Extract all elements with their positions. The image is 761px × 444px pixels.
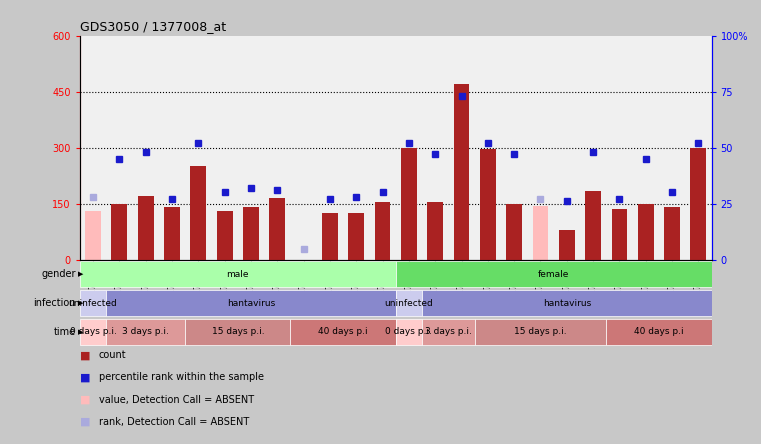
Text: 15 days p.i.: 15 days p.i. xyxy=(212,327,264,337)
Text: 40 days p.i: 40 days p.i xyxy=(634,327,683,337)
Bar xyxy=(107,319,185,345)
Bar xyxy=(428,202,443,260)
Bar xyxy=(480,150,495,260)
Text: uninfected: uninfected xyxy=(384,298,433,308)
Bar xyxy=(80,319,107,345)
Text: 15 days p.i.: 15 days p.i. xyxy=(514,327,567,337)
Text: male: male xyxy=(227,270,249,279)
Text: ■: ■ xyxy=(80,395,91,404)
Text: hantavirus: hantavirus xyxy=(227,298,275,308)
Bar xyxy=(475,319,607,345)
Bar xyxy=(85,211,101,260)
Bar xyxy=(396,290,422,316)
Text: hantavirus: hantavirus xyxy=(543,298,591,308)
Bar xyxy=(190,166,206,260)
Bar xyxy=(585,190,601,260)
Text: GDS3050 / 1377008_at: GDS3050 / 1377008_at xyxy=(80,20,226,33)
Bar xyxy=(396,261,712,287)
Bar xyxy=(217,211,233,260)
Bar xyxy=(454,84,470,260)
Text: ■: ■ xyxy=(80,417,91,427)
Bar xyxy=(322,213,338,260)
Bar xyxy=(243,207,259,260)
Bar xyxy=(164,207,180,260)
Bar xyxy=(80,261,396,287)
Bar xyxy=(559,230,575,260)
Text: female: female xyxy=(538,270,569,279)
Bar xyxy=(638,204,654,260)
Bar xyxy=(401,147,417,260)
Text: time: time xyxy=(54,327,76,337)
Bar xyxy=(112,204,127,260)
Text: 3 days p.i.: 3 days p.i. xyxy=(123,327,169,337)
Bar xyxy=(690,147,706,260)
Text: ■: ■ xyxy=(80,373,91,382)
Bar xyxy=(291,319,396,345)
Text: value, Detection Call = ABSENT: value, Detection Call = ABSENT xyxy=(99,395,254,404)
Text: 3 days p.i.: 3 days p.i. xyxy=(425,327,472,337)
Text: 40 days p.i: 40 days p.i xyxy=(318,327,368,337)
Bar xyxy=(422,319,475,345)
Bar xyxy=(506,204,522,260)
Text: 0 days p.i.: 0 days p.i. xyxy=(385,327,432,337)
Text: ▶: ▶ xyxy=(78,300,84,306)
Bar xyxy=(349,213,365,260)
Bar xyxy=(533,206,549,260)
Bar xyxy=(664,207,680,260)
Bar xyxy=(422,290,712,316)
Text: count: count xyxy=(99,350,126,360)
Text: 0 days p.i.: 0 days p.i. xyxy=(69,327,116,337)
Bar xyxy=(269,198,285,260)
Text: uninfected: uninfected xyxy=(68,298,117,308)
Bar xyxy=(185,319,291,345)
Bar xyxy=(612,209,627,260)
Bar xyxy=(80,290,107,316)
Bar xyxy=(138,196,154,260)
Text: ▶: ▶ xyxy=(78,329,84,335)
Text: infection: infection xyxy=(33,298,76,308)
Text: percentile rank within the sample: percentile rank within the sample xyxy=(99,373,264,382)
Text: ▶: ▶ xyxy=(78,271,84,277)
Text: ■: ■ xyxy=(80,350,91,360)
Bar xyxy=(396,319,422,345)
Text: rank, Detection Call = ABSENT: rank, Detection Call = ABSENT xyxy=(99,417,249,427)
Bar xyxy=(374,202,390,260)
Text: gender: gender xyxy=(42,269,76,279)
Bar xyxy=(107,290,396,316)
Bar xyxy=(607,319,712,345)
